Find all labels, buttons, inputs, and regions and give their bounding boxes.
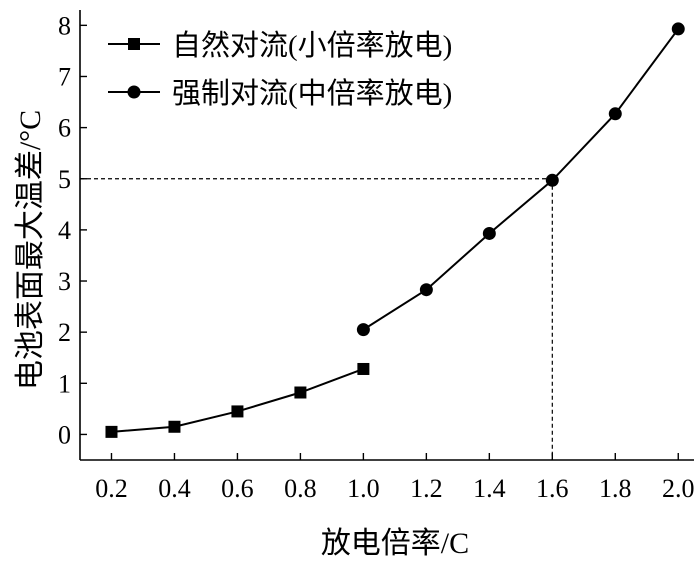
series-1-point bbox=[168, 420, 181, 433]
legend-marker-1 bbox=[128, 38, 140, 50]
y-tick-label: 3 bbox=[58, 267, 71, 296]
series-2-point bbox=[419, 283, 433, 297]
series-1-line bbox=[111, 368, 364, 433]
x-tick-label: 1.8 bbox=[599, 474, 632, 503]
y-tick-label: 0 bbox=[58, 420, 71, 449]
y-tick-label: 5 bbox=[58, 165, 71, 194]
series-1-point bbox=[231, 405, 244, 418]
y-axis-title: 电池表面最大温差/°C bbox=[14, 110, 47, 390]
series-2-point bbox=[671, 22, 685, 36]
x-tick-label: 0.2 bbox=[95, 474, 128, 503]
x-tick-label: 0.6 bbox=[221, 474, 254, 503]
x-axis-title: 放电倍率/C bbox=[321, 527, 469, 560]
y-tick-label: 2 bbox=[58, 318, 71, 347]
series-1-point bbox=[105, 425, 118, 438]
legend-label-2: 强制对流(中倍率放电) bbox=[172, 77, 452, 110]
legend-label-1: 自然对流(小倍率放电) bbox=[172, 29, 452, 62]
x-tick-label: 1.4 bbox=[473, 474, 506, 503]
x-tick-label: 1.0 bbox=[347, 474, 380, 503]
series-2-point bbox=[356, 323, 370, 337]
y-tick-label: 7 bbox=[58, 62, 71, 91]
series-1-point bbox=[294, 386, 307, 399]
y-tick-label: 4 bbox=[58, 216, 71, 245]
y-tick-label: 6 bbox=[58, 114, 71, 143]
series-2-point bbox=[608, 107, 622, 121]
legend-marker-2 bbox=[127, 85, 141, 99]
x-tick-label: 0.4 bbox=[158, 474, 191, 503]
x-tick-label: 1.6 bbox=[536, 474, 569, 503]
series-2-point bbox=[545, 173, 559, 187]
x-tick-label: 2.0 bbox=[662, 474, 695, 503]
series-2-line bbox=[362, 28, 680, 331]
series-1-point bbox=[357, 362, 370, 375]
x-tick-label: 0.8 bbox=[284, 474, 317, 503]
y-tick-label: 8 bbox=[58, 11, 71, 40]
x-tick-label: 1.2 bbox=[410, 474, 443, 503]
series-2-point bbox=[482, 226, 496, 240]
y-tick-label: 1 bbox=[58, 369, 71, 398]
